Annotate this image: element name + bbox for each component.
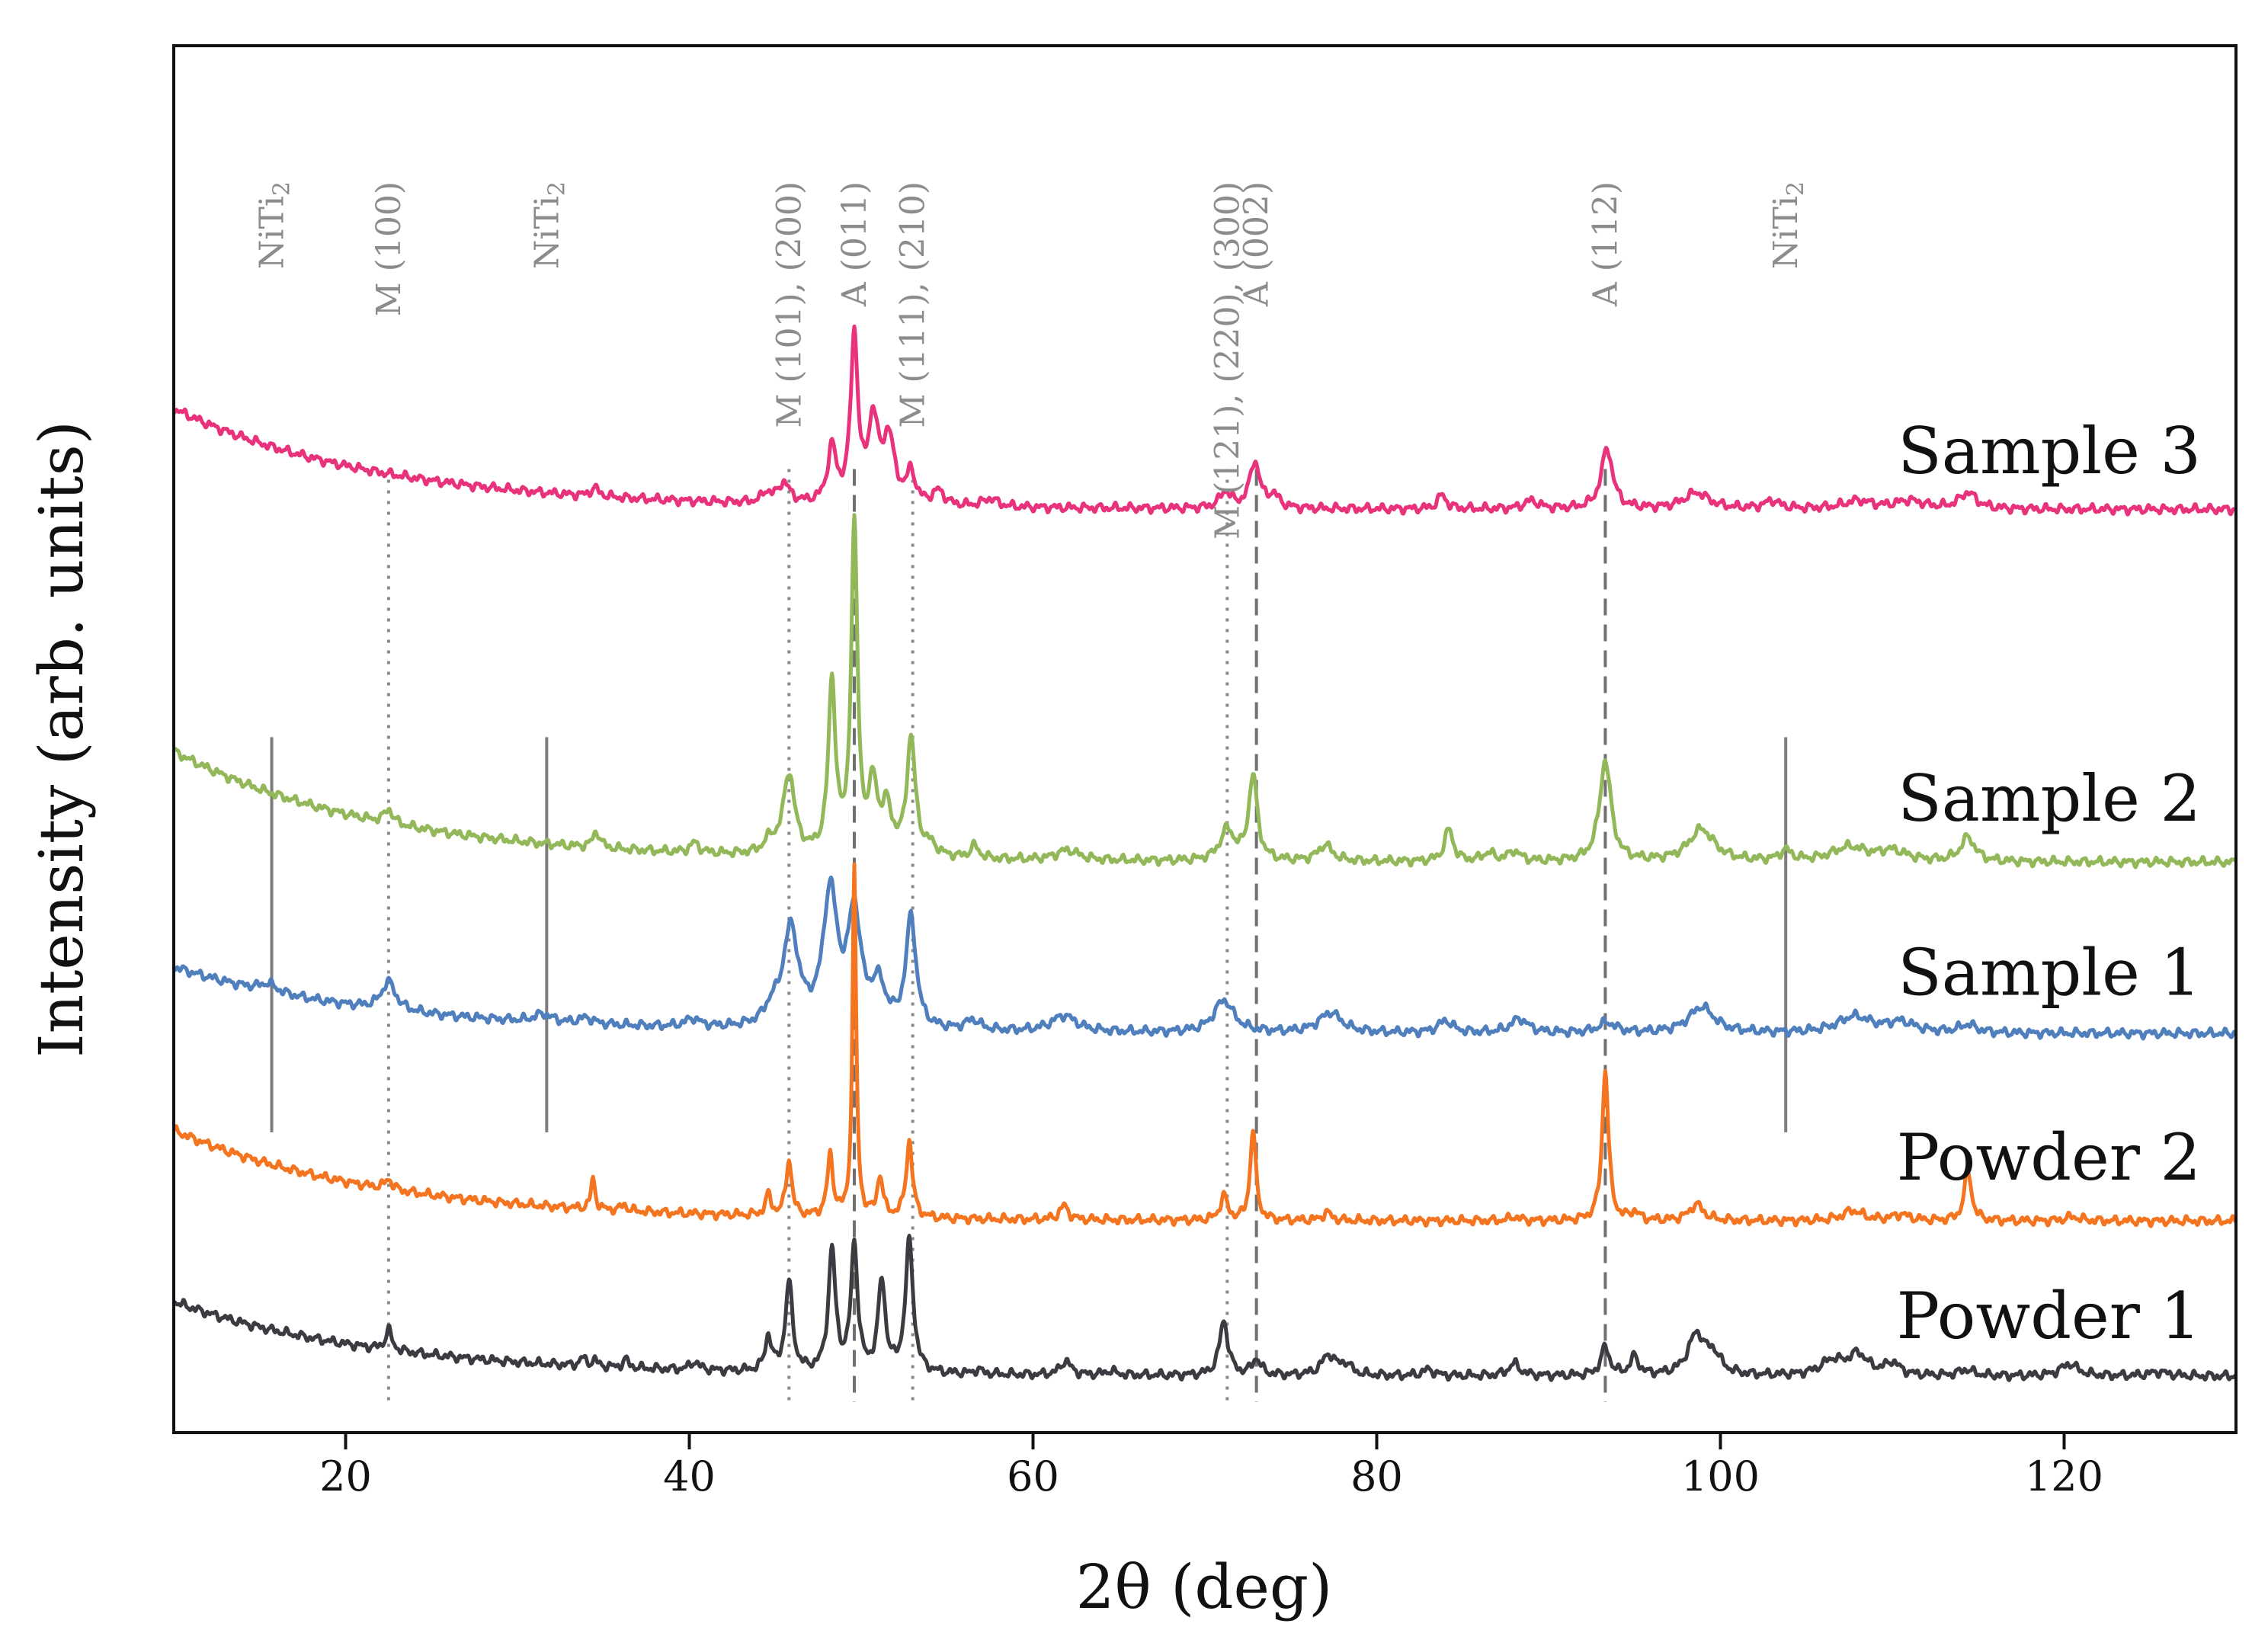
series-label-powder-2: Powder 2 — [1897, 1120, 2201, 1195]
reference-label-3: M (111), (210) — [894, 181, 933, 428]
reference-label-5: A (002) — [1238, 181, 1277, 307]
series-label-powder-1: Powder 1 — [1897, 1279, 2201, 1353]
phase-marker-label-2: NiTi2 — [1767, 181, 1809, 269]
phase-markers — [270, 737, 1788, 1132]
reference-label-1: M (101), (200) — [770, 181, 809, 428]
phase-marker-label-1: NiTi2 — [527, 181, 570, 269]
series-label-sample-2: Sample 2 — [1898, 761, 2201, 836]
x-tick-label-40: 40 — [663, 1452, 716, 1500]
x-axis-title: 2θ (deg) — [1076, 1552, 1333, 1622]
text-labels: Sample 3 Sample 2 Sample 1 Powder 2 Powder 1… — [253, 181, 2202, 1353]
reference-label-4: M (121), (220), (300) — [1208, 181, 1247, 540]
x-tick-label-20: 20 — [319, 1452, 372, 1500]
series-line-powder-1 — [172, 1234, 2238, 1382]
series-label-sample-1: Sample 1 — [1898, 935, 2201, 1010]
x-tick-label-80: 80 — [1350, 1452, 1403, 1500]
series-line-sample-1 — [172, 875, 2238, 1041]
series-line-sample-2 — [171, 513, 2238, 869]
reference-label-6: A (112) — [1586, 181, 1625, 307]
data-series — [171, 324, 2238, 1382]
x-axis: 20 40 60 80 100 120 — [319, 1433, 2103, 1500]
series-line-powder-2 — [171, 862, 2238, 1228]
x-tick-label-120: 120 — [2025, 1452, 2103, 1500]
phase-marker-label-0: NiTi2 — [253, 181, 296, 269]
y-axis-title: Intensity (arb. units) — [26, 421, 97, 1058]
x-tick-label-60: 60 — [1007, 1452, 1059, 1500]
reference-label-2: A (011) — [835, 181, 874, 307]
series-line-sample-3 — [172, 324, 2238, 517]
x-tick-label-100: 100 — [1681, 1452, 1760, 1500]
series-label-sample-3: Sample 3 — [1898, 414, 2201, 488]
reference-label-0: M (100) — [370, 181, 408, 316]
reference-lines — [386, 469, 1607, 1402]
plot-frame — [172, 44, 2238, 1434]
